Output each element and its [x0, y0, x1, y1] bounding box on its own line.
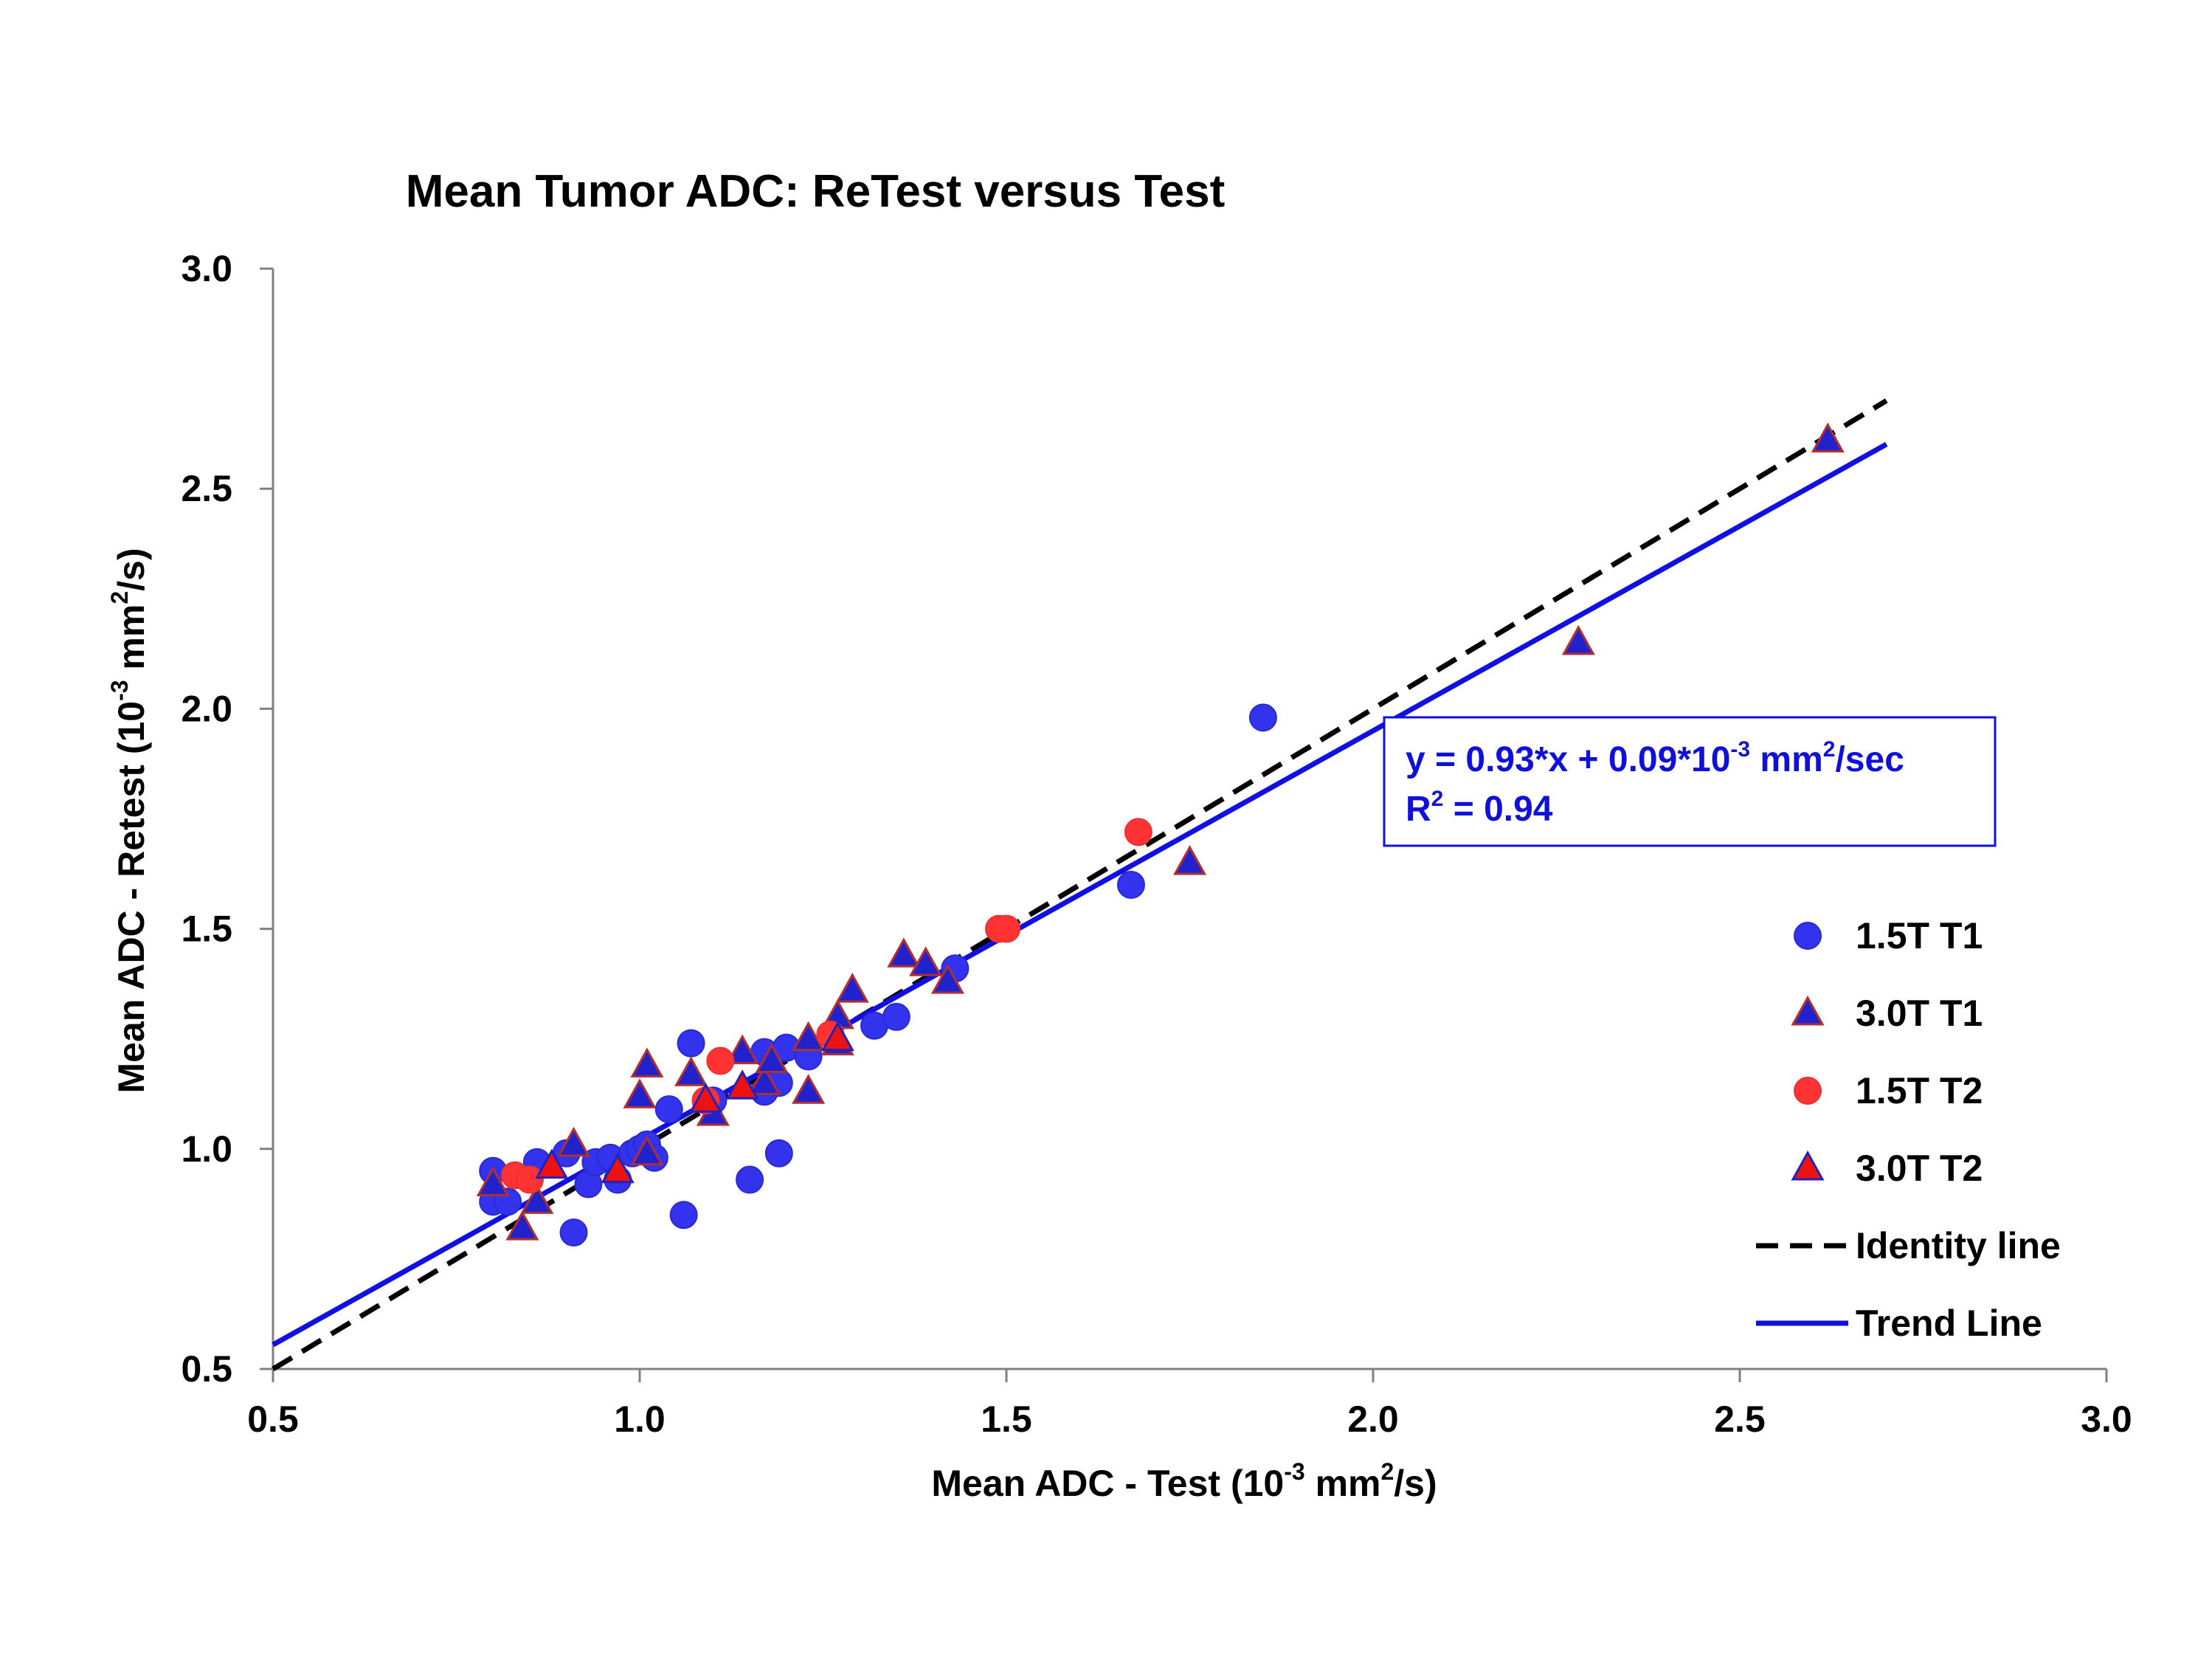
- x-axis-label-mid: mm: [1305, 1463, 1381, 1504]
- legend-label-1-5t-t2: 1.5T T2: [1856, 1070, 1983, 1111]
- point-1-5t-t1: [1248, 703, 1277, 732]
- point-3-0t-t1: [835, 973, 869, 1003]
- point-1-5t-t2: [515, 1165, 544, 1194]
- y-tick-label: 1.0: [181, 1128, 232, 1170]
- y-axis-label-exp1: -3: [106, 680, 133, 700]
- x-tick-label: 0.5: [247, 1398, 299, 1440]
- point-3-0t-t1: [725, 1034, 759, 1065]
- point-3-0t-t1: [520, 1184, 554, 1214]
- point-1-5t-t2: [992, 914, 1020, 943]
- point-3-0t-t2: [601, 1153, 635, 1184]
- axes: [260, 267, 2108, 1382]
- x-tick-label: 1.5: [981, 1398, 1032, 1440]
- point-1-5t-t2: [1124, 818, 1152, 846]
- point-1-5t-t1: [1116, 870, 1145, 899]
- y-axis-label: Mean ADC - Retest (10-3 mm2/s): [106, 548, 152, 1093]
- legend-label-3-0t-t1: 3.0T T1: [1856, 993, 1983, 1034]
- x-tick-label: 2.0: [1347, 1398, 1399, 1440]
- data-points: [476, 422, 1845, 1247]
- r-squared-text: R2 = 0.94: [1406, 787, 1553, 829]
- legend-label-identity-line: Identity line: [1856, 1225, 2061, 1266]
- y-tick-label: 3.0: [181, 248, 232, 289]
- equation-exp: -3: [1730, 737, 1750, 762]
- equation-exp2: 2: [1823, 737, 1836, 762]
- point-1-5t-t1: [882, 1002, 910, 1031]
- y-axis-label-mid: mm: [111, 604, 152, 680]
- point-3-0t-t1: [930, 964, 965, 994]
- point-1-5t-t1: [654, 1095, 683, 1124]
- r-squared-suffix: = 0.94: [1443, 790, 1552, 829]
- point-3-0t-t1: [623, 1078, 657, 1108]
- point-3-0t-t1: [630, 1135, 664, 1166]
- point-3-0t-t1: [630, 1047, 664, 1077]
- x-axis-label-exp1: -3: [1284, 1458, 1304, 1485]
- legend-marker-3-0t-t1: [1791, 995, 1825, 1026]
- point-3-0t-t1: [1561, 624, 1595, 655]
- y-axis-label-suffix: /s): [111, 548, 152, 590]
- equation-mid: mm: [1750, 740, 1823, 779]
- legend-label-3-0t-t2: 3.0T T2: [1856, 1148, 1983, 1189]
- point-3-0t-t2: [688, 1083, 723, 1113]
- point-1-5t-t1: [677, 1029, 705, 1058]
- point-3-0t-t1: [674, 1056, 708, 1086]
- point-3-0t-t1: [556, 1126, 591, 1157]
- legend-label-1-5t-t1: 1.5T T1: [1856, 915, 1983, 956]
- equation-box: y = 0.93*x + 0.09*10-3 mm2/sec R2 = 0.94: [1383, 716, 1997, 847]
- r-squared-prefix: R: [1406, 790, 1431, 829]
- point-3-0t-t1: [792, 1021, 826, 1052]
- point-3-0t-t1: [909, 946, 943, 976]
- x-axis-label-exp2: 2: [1380, 1458, 1394, 1485]
- point-3-0t-t1: [505, 1210, 539, 1241]
- point-3-0t-t2: [535, 1148, 569, 1179]
- legend-marker-3-0t-t2: [1791, 1150, 1825, 1181]
- legend-marker-1-5t-t2: [1794, 1077, 1822, 1105]
- point-3-0t-t1: [887, 937, 921, 968]
- y-tick-label: 1.5: [181, 908, 232, 950]
- point-1-5t-t1: [764, 1139, 793, 1167]
- equation-prefix: y = 0.93*x + 0.09*10: [1406, 740, 1730, 779]
- point-3-0t-t2: [820, 1021, 854, 1052]
- point-1-5t-t1: [736, 1165, 764, 1194]
- y-axis-label-prefix: Mean ADC - Retest (10: [111, 701, 152, 1094]
- x-tick-label: 2.5: [1714, 1398, 1766, 1440]
- point-3-0t-t1: [792, 1074, 826, 1104]
- y-axis-label-exp2: 2: [106, 591, 133, 604]
- equation-box-frame: [1383, 716, 1997, 847]
- y-tick-label: 2.0: [181, 688, 232, 729]
- tick-labels: 0.5 1.0 1.5 2.0 2.5 3.0 0.5 1.0 1.5 2.0 2.5 3.0: [181, 248, 2132, 1440]
- x-axis-label-prefix: Mean ADC - Test (10: [931, 1463, 1284, 1504]
- legend: 1.5T T1 3.0T T1 1.5T T2 3.0T T2 Identity lin…: [1756, 915, 2061, 1344]
- y-tick-label: 0.5: [181, 1348, 232, 1390]
- point-3-0t-t1: [1811, 422, 1845, 453]
- legend-marker-1-5t-t1: [1794, 922, 1822, 950]
- x-axis-label-suffix: /s): [1394, 1463, 1437, 1504]
- x-axis-label: Mean ADC - Test (10-3 mm2/s): [931, 1458, 1437, 1504]
- point-3-0t-t1: [476, 1166, 510, 1197]
- y-tick-label: 2.5: [181, 468, 232, 509]
- chart-title: Mean Tumor ADC: ReTest versus Test: [406, 166, 1226, 217]
- r-squared-exp: 2: [1431, 787, 1444, 811]
- point-1-5t-t1: [669, 1201, 698, 1229]
- equation-text: y = 0.93*x + 0.09*10-3 mm2/sec: [1406, 737, 1904, 779]
- point-3-0t-t1: [1172, 845, 1207, 875]
- legend-label-trend-line: Trend Line: [1856, 1303, 2042, 1344]
- equation-suffix: /sec: [1835, 740, 1904, 779]
- x-tick-label: 1.0: [614, 1398, 666, 1440]
- point-3-0t-t1: [747, 1065, 781, 1095]
- x-tick-label: 3.0: [2081, 1398, 2132, 1440]
- point-3-0t-t2: [725, 1069, 759, 1100]
- point-1-5t-t2: [706, 1046, 735, 1075]
- point-3-0t-t1: [755, 1043, 789, 1074]
- point-1-5t-t1: [559, 1218, 588, 1247]
